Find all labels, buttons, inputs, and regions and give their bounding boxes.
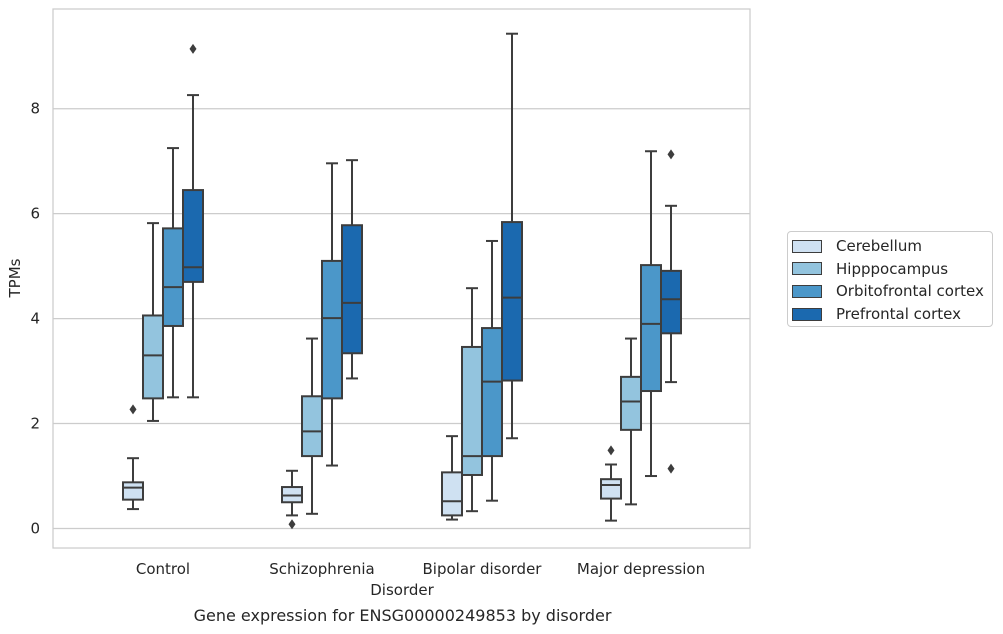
box-orbitofrontal-cortex (162, 147, 184, 399)
legend-label: Hipppocampus (836, 259, 949, 278)
box-body (321, 259, 343, 400)
x-tick-label: Bipolar disorder (423, 560, 543, 578)
box-body (301, 395, 323, 458)
box-body (441, 471, 463, 517)
legend-label: Cerebellum (836, 237, 922, 256)
box-body (660, 269, 682, 335)
outlier-point (129, 404, 137, 415)
legend-item: Prefrontal cortex (792, 303, 992, 326)
y-tick-label: 2 (30, 415, 40, 433)
box-cerebellum (122, 404, 144, 511)
legend-swatch (792, 284, 822, 298)
y-axis-label: TPMs (6, 258, 24, 298)
legend-swatch (792, 239, 822, 253)
box-cerebellum (441, 435, 463, 521)
legend-swatch (792, 262, 822, 276)
box-hipppocampus (142, 222, 164, 422)
box-prefrontal-cortex (341, 159, 363, 380)
outlier-point (189, 43, 197, 54)
box-hipppocampus (620, 337, 642, 506)
y-tick-label: 6 (30, 205, 40, 223)
box-hipppocampus (301, 337, 323, 515)
outlier-point (667, 463, 675, 474)
plot-area-frame (52, 8, 751, 549)
box-body (162, 227, 184, 327)
box-body (142, 314, 164, 400)
figure-caption: Gene expression for ENSG00000249853 by d… (193, 606, 612, 625)
box-body (640, 264, 662, 393)
box-cerebellum (600, 445, 622, 522)
outlier-point (288, 519, 296, 530)
y-tick-label: 4 (30, 310, 40, 328)
x-tick-label: Control (136, 560, 190, 578)
box-orbitofrontal-cortex (481, 239, 503, 502)
outlier-point (607, 445, 615, 456)
box-prefrontal-cortex (501, 32, 523, 440)
legend: Cerebellum Hipppocampus Orbitofrontal cort… (787, 231, 993, 327)
box-body (620, 375, 642, 431)
legend-label: Orbitofrontal cortex (836, 282, 984, 301)
y-tick-label: 8 (30, 100, 40, 118)
box-orbitofrontal-cortex (640, 150, 662, 478)
legend-label: Prefrontal cortex (836, 305, 961, 324)
box-body (182, 189, 204, 283)
legend-swatch (792, 307, 822, 321)
box-body (481, 327, 503, 458)
box-prefrontal-cortex (182, 43, 204, 399)
box-body (122, 481, 144, 501)
x-tick-label: Major depression (577, 560, 705, 578)
box-body (600, 478, 622, 500)
legend-item: Orbitofrontal cortex (792, 280, 992, 303)
box-body (341, 224, 363, 355)
legend-item: Hipppocampus (792, 258, 992, 281)
legend-item: Cerebellum (792, 235, 992, 258)
y-tick-label: 0 (30, 520, 40, 538)
box-orbitofrontal-cortex (321, 162, 343, 467)
y-tick-labels: 0 2 4 6 8 (30, 100, 40, 538)
x-tick-label: Schizophrenia (269, 560, 374, 578)
boxplot-marks (122, 32, 682, 530)
box-body (501, 221, 523, 382)
box-hipppocampus (461, 287, 483, 513)
outlier-point (667, 149, 675, 160)
x-tick-labels: Control Schizophrenia Bipolar disorder Majo… (136, 560, 705, 578)
box-prefrontal-cortex (660, 149, 682, 474)
x-axis-label: Disorder (370, 581, 434, 599)
box-cerebellum (281, 469, 303, 530)
